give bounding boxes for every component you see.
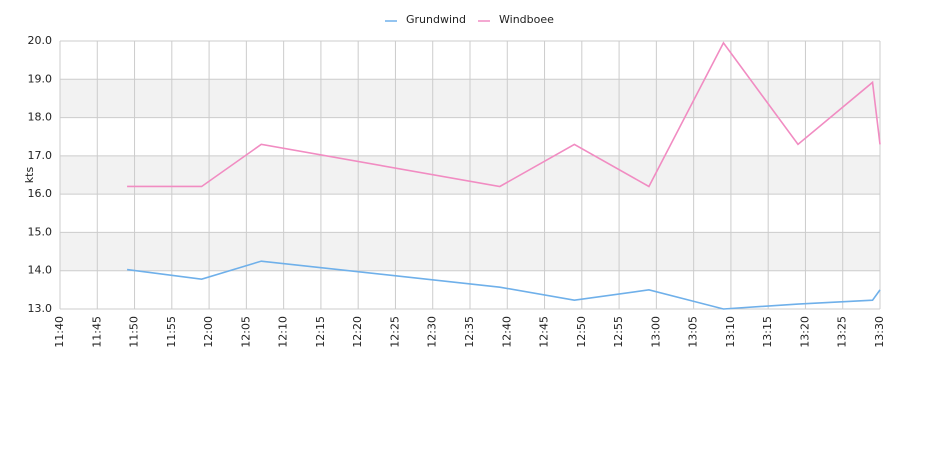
x-tick-label: 13:05 (687, 316, 700, 348)
x-tick-label: 12:55 (612, 316, 625, 348)
x-tick-label: 12:45 (538, 316, 551, 348)
y-tick-label: 15.0 (28, 225, 53, 238)
legend-label: Grundwind (406, 13, 466, 26)
series-line (126, 260, 881, 310)
x-tick-label: 11:50 (128, 316, 141, 348)
x-tick-label: 12:30 (426, 316, 439, 348)
y-tick-label: 13.0 (28, 302, 53, 315)
x-tick-label: 12:10 (277, 316, 290, 348)
y-tick-label: 20.0 (28, 34, 53, 47)
x-tick-label: 13:00 (649, 316, 662, 348)
y-tick-label: 16.0 (28, 187, 53, 200)
y-tick-label: 18.0 (28, 111, 53, 124)
x-tick-label: 12:50 (575, 316, 588, 348)
x-tick-label: 12:35 (463, 316, 476, 348)
y-tick-label: 19.0 (28, 72, 53, 85)
x-tick-label: 13:15 (761, 316, 774, 348)
legend-label: Windboee (499, 13, 554, 26)
x-tick-label: 11:55 (165, 316, 178, 348)
y-tick-label: 17.0 (28, 149, 53, 162)
x-tick-label: 13:30 (873, 316, 886, 348)
x-tick-label: 12:00 (202, 316, 215, 348)
x-tick-label: 12:20 (351, 316, 364, 348)
x-tick-label: 11:40 (53, 316, 66, 348)
x-tick-label: 12:15 (314, 316, 327, 348)
x-tick-label: 13:10 (724, 316, 737, 348)
y-axis-label: kts (23, 167, 36, 184)
x-tick-label: 11:45 (90, 316, 103, 348)
x-tick-label: 13:20 (798, 316, 811, 348)
y-tick-label: 14.0 (28, 264, 53, 277)
x-tick-label: 12:40 (500, 316, 513, 348)
series-line (127, 41, 881, 188)
x-tick-label: 13:25 (836, 316, 849, 348)
x-tick-label: 12:25 (388, 316, 401, 348)
x-tick-label: 12:05 (239, 316, 252, 348)
